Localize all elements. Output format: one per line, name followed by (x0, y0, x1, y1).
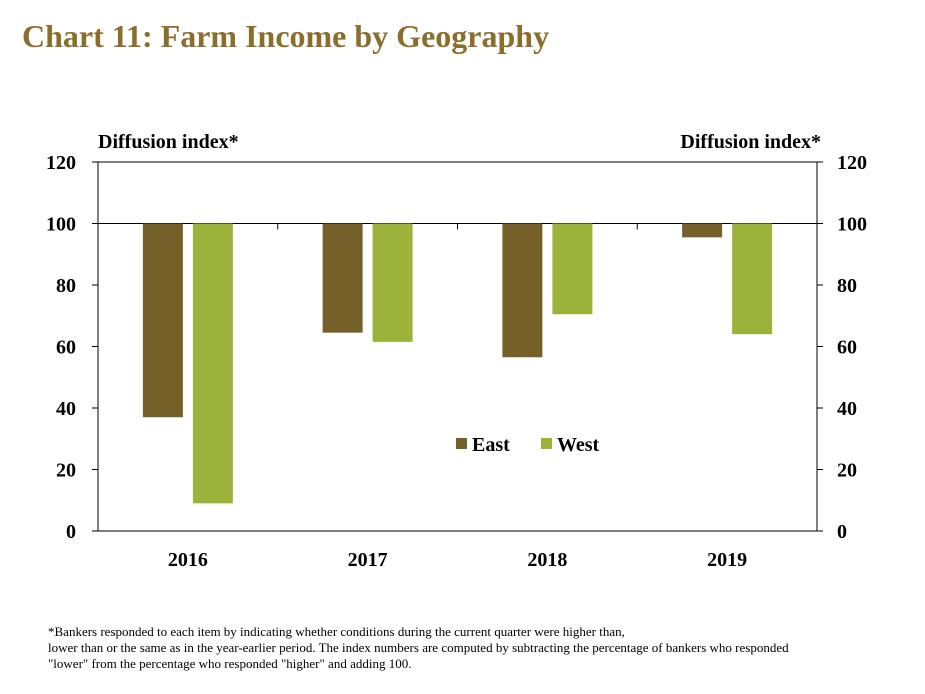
bar-east-2018 (502, 223, 543, 358)
chart-title: Chart 11: Farm Income by Geography (22, 18, 550, 54)
bar-west-2016 (192, 223, 233, 504)
y-tick-label-right: 40 (837, 398, 857, 420)
footnote-line: lower than or the same as in the year-ea… (48, 640, 789, 655)
y-axis-label-left: Diffusion index* (98, 131, 239, 153)
y-tick-label-right: 120 (837, 152, 867, 174)
y-tick-label-right: 0 (837, 521, 847, 543)
y-tick-label-left: 100 (46, 214, 76, 236)
y-tick-label-right: 100 (837, 214, 867, 236)
y-tick-label-left: 0 (66, 521, 76, 543)
y-tick-label-left: 40 (56, 398, 76, 420)
y-tick-label-left: 120 (46, 152, 76, 174)
legend-swatch-east (456, 438, 467, 449)
y-axis-label-right: Diffusion index* (680, 131, 821, 153)
legend-label-east: East (472, 434, 510, 456)
bar-east-2017 (322, 223, 363, 333)
legend-swatch-west (541, 438, 552, 449)
bar-west-2018 (552, 223, 593, 315)
bar-west-2019 (732, 223, 773, 335)
footnote-line: *Bankers responded to each item by indic… (48, 624, 625, 639)
y-tick-label-left: 80 (56, 275, 76, 297)
x-tick-label: 2016 (168, 549, 208, 571)
x-tick-label: 2017 (348, 549, 388, 571)
y-tick-label-right: 60 (837, 337, 857, 359)
footnote-line: "lower" from the percentage who responde… (48, 656, 412, 671)
y-tick-label-left: 20 (56, 460, 76, 482)
bar-east-2019 (682, 223, 723, 238)
x-tick-label: 2018 (527, 549, 567, 571)
legend-label-west: West (557, 434, 600, 456)
y-tick-label-right: 80 (837, 275, 857, 297)
y-tick-label-left: 60 (56, 337, 76, 359)
x-tick-label: 2019 (707, 549, 747, 571)
bar-west-2017 (372, 223, 413, 342)
footnote: *Bankers responded to each item by indic… (48, 624, 888, 672)
y-tick-label-right: 20 (837, 460, 857, 482)
bar-east-2016 (142, 223, 183, 418)
